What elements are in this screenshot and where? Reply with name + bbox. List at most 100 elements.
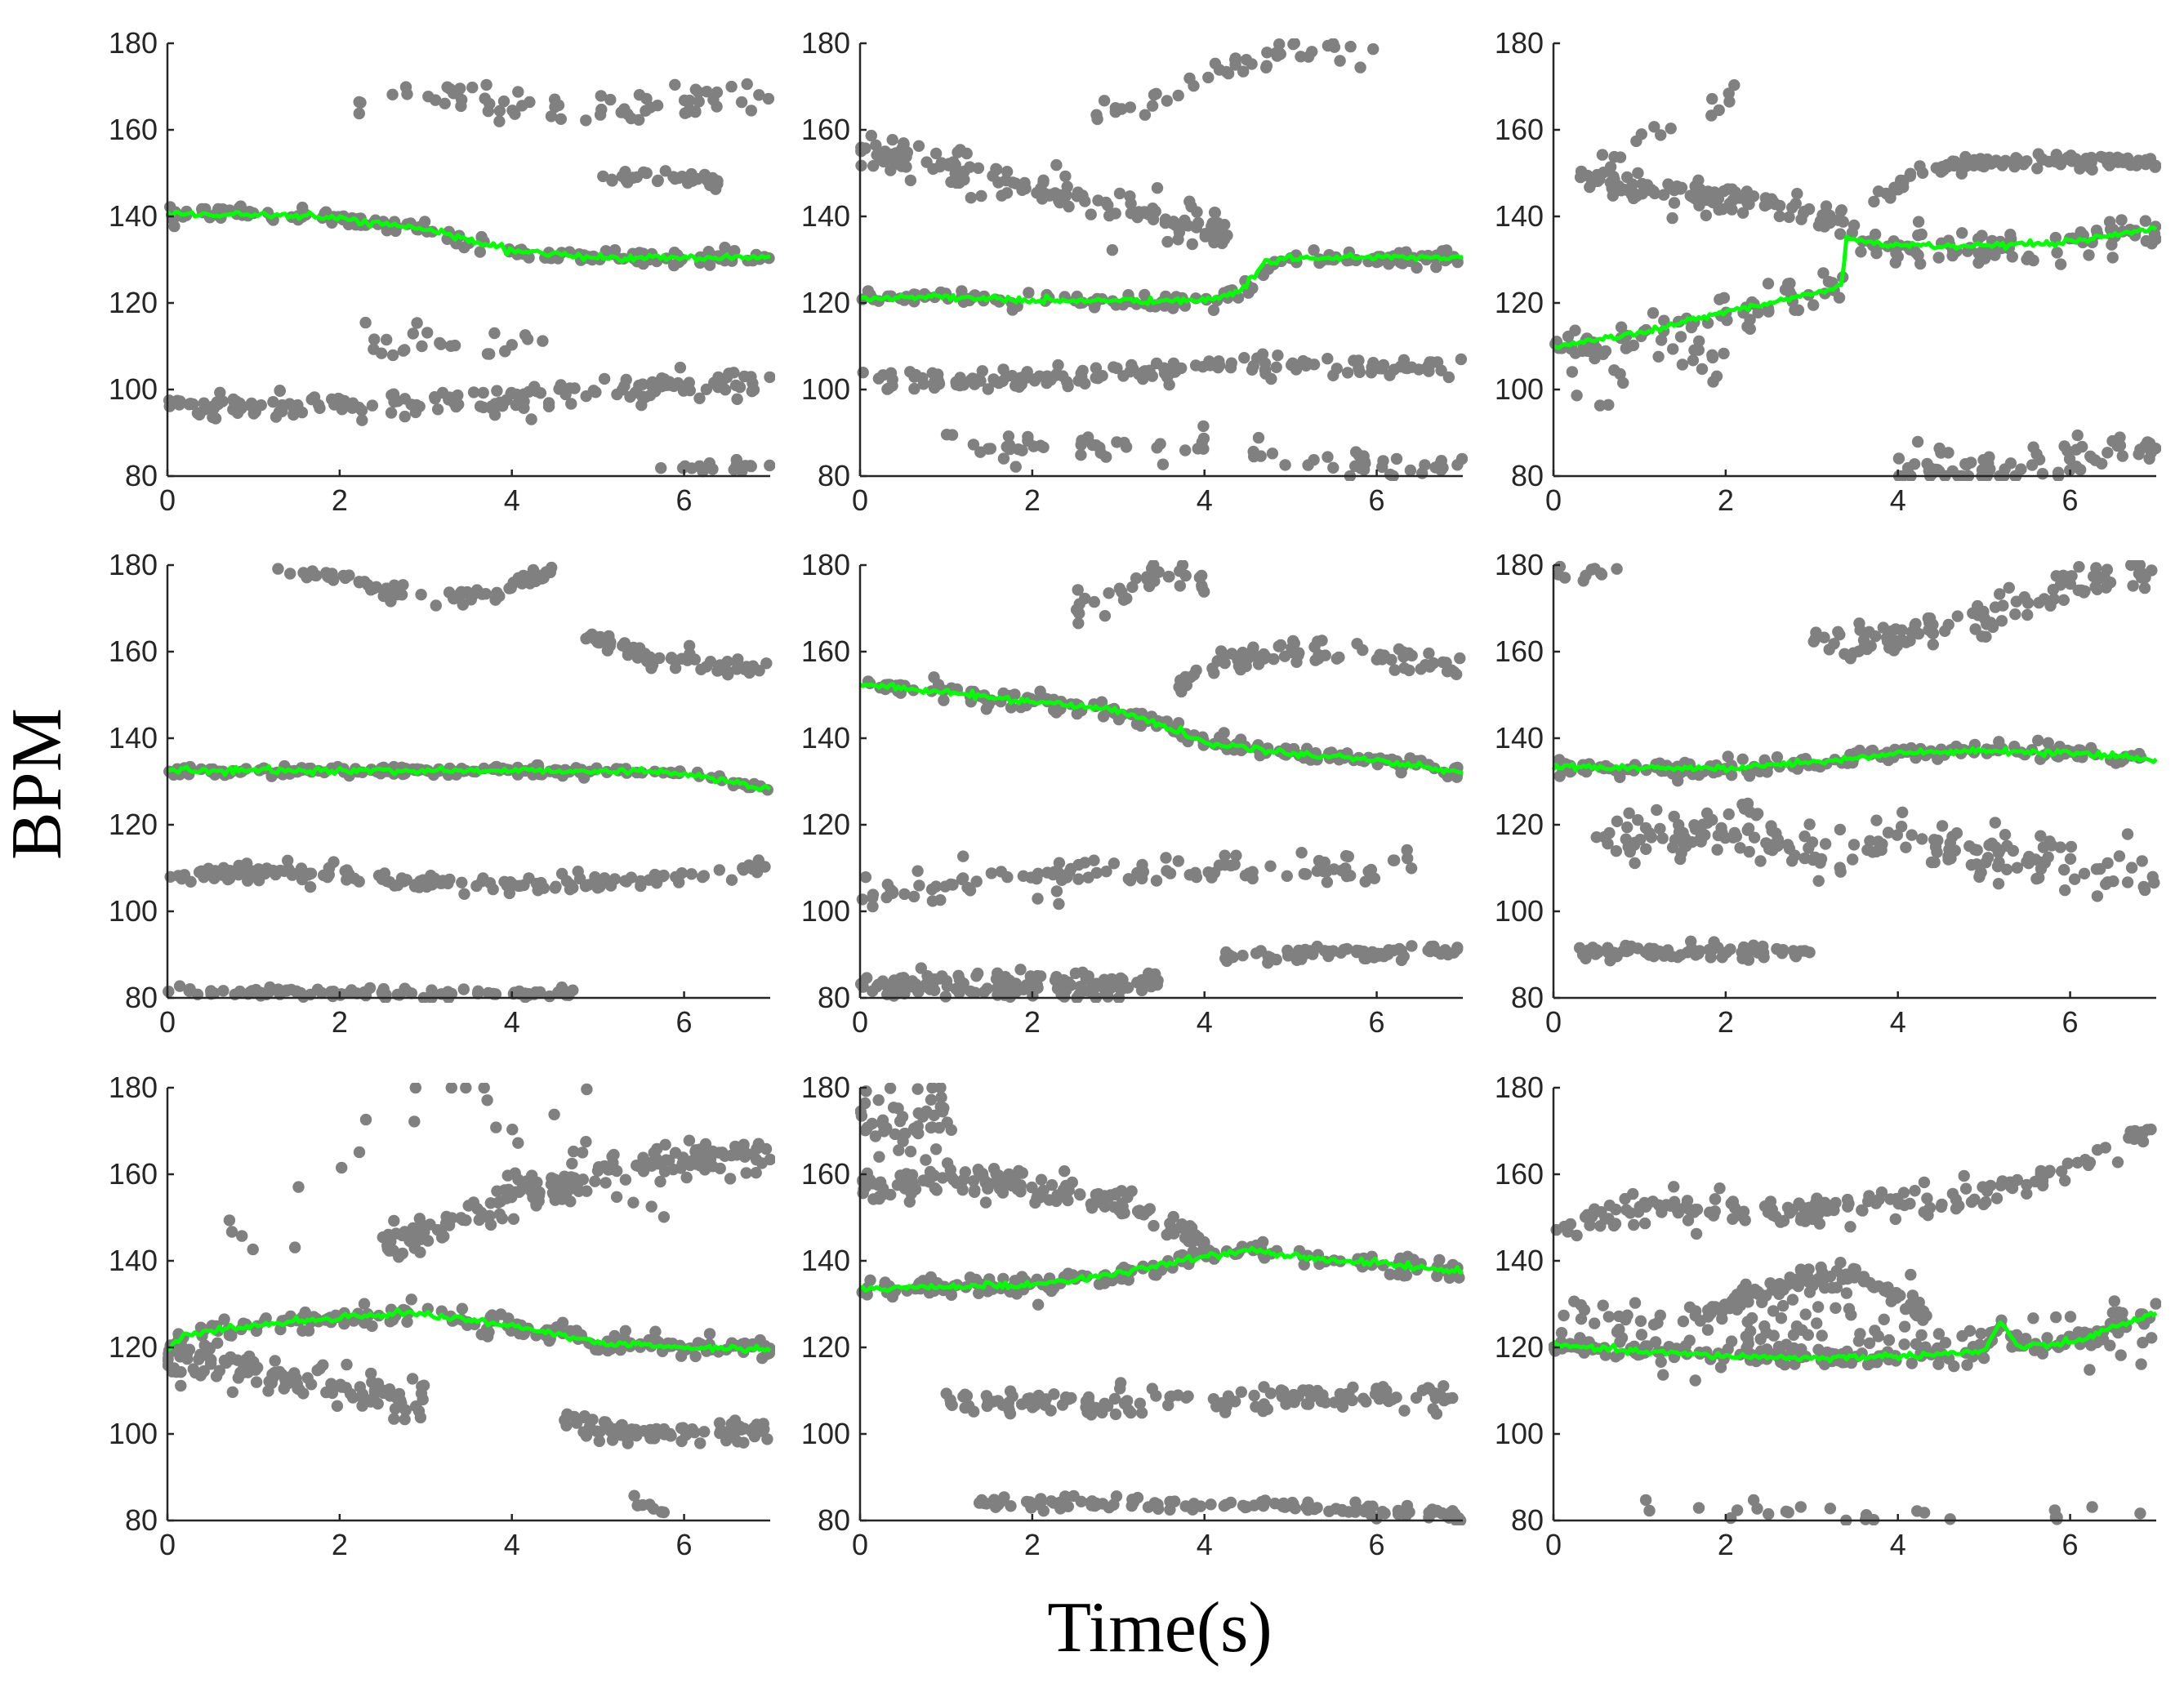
scatter-point	[1246, 58, 1258, 70]
x-tick-label: 0	[852, 1528, 868, 1561]
scatter-point	[1430, 1408, 1443, 1420]
scatter-point	[1255, 945, 1267, 957]
scatter-point	[1164, 1218, 1176, 1230]
scatter-point	[2146, 870, 2159, 884]
scatter-point	[1700, 209, 1712, 221]
scatter-point	[1167, 216, 1180, 228]
scatter-point	[964, 1271, 977, 1284]
scatter-point	[874, 1176, 887, 1188]
scatter-point	[880, 979, 892, 991]
scatter-point	[1927, 639, 1939, 651]
scatter-point	[414, 1246, 426, 1258]
scatter-point	[1016, 444, 1028, 456]
scatter-point	[265, 1377, 278, 1389]
scatter-point	[1647, 307, 1660, 319]
y-tick-label: 160	[1495, 113, 1544, 146]
scatter-point	[368, 333, 381, 345]
scatter-point	[964, 884, 977, 897]
scatter-point	[490, 1121, 502, 1133]
scatter-point	[940, 975, 953, 987]
scatter-point	[1571, 1229, 1583, 1242]
scatter-point	[620, 174, 632, 187]
scatter-point	[901, 146, 914, 158]
scatter-point	[563, 1177, 576, 1190]
scatter-point	[1094, 441, 1106, 454]
scatter-point	[2071, 1156, 2084, 1169]
scatter-point	[244, 986, 256, 999]
scatter-point	[1632, 1206, 1645, 1218]
scatter-point	[1419, 459, 1431, 471]
scatter-point	[1384, 468, 1397, 481]
scatter-point	[1406, 940, 1418, 952]
scatter-point	[209, 412, 222, 425]
scatter-point	[2022, 250, 2035, 263]
scatter-point	[894, 1115, 907, 1128]
scatter-point	[1783, 211, 1795, 224]
scatter-point	[666, 652, 678, 664]
scatter-point	[595, 90, 607, 102]
scatter-point	[225, 1226, 238, 1238]
scatter-point	[507, 1213, 520, 1226]
scatter-point	[1847, 839, 1861, 851]
scatter-point	[579, 880, 592, 893]
scatter-point	[282, 854, 294, 867]
scatter-point	[1167, 357, 1180, 370]
scatter-point	[1188, 669, 1201, 681]
scatter-point	[1770, 827, 1782, 839]
scatter-point	[331, 1400, 344, 1413]
scatter-point	[1099, 1277, 1111, 1289]
scatter-point	[2114, 431, 2126, 443]
y-tick-label: 140	[1495, 721, 1544, 755]
scatter-point	[474, 246, 486, 258]
scatter-point	[1125, 207, 1138, 220]
scatter-point	[1855, 246, 1867, 258]
scatter-point	[2127, 580, 2139, 592]
scatter-point	[1791, 188, 1803, 200]
scatter-point	[399, 1226, 411, 1238]
scatter-point	[1317, 865, 1330, 878]
scatter-point	[953, 176, 965, 189]
scatter-point	[1603, 1200, 1616, 1212]
scatter-points	[163, 78, 775, 478]
scatter-point	[1022, 430, 1034, 443]
scatter-point	[713, 1417, 726, 1429]
scatter-point	[735, 96, 748, 109]
scatter-point	[223, 1214, 236, 1227]
scatter-point	[855, 1110, 868, 1122]
scatter-point	[1972, 233, 1985, 245]
scatter-point	[1921, 457, 1933, 470]
y-tick-label: 160	[109, 1157, 158, 1191]
scatter-point	[652, 870, 664, 883]
scatter-point	[933, 376, 945, 389]
scatter-point	[1658, 314, 1670, 327]
scatter-point	[250, 1325, 263, 1338]
scatter-point	[1116, 585, 1128, 599]
scatter-point	[895, 160, 908, 172]
scatter-point	[1053, 857, 1066, 869]
scatter-point	[297, 567, 310, 579]
scatter-point	[1711, 844, 1723, 856]
scatter-point	[1604, 176, 1617, 189]
scatter-point	[2044, 1164, 2056, 1177]
scatter-point	[913, 879, 925, 892]
scatter-point	[1905, 829, 1918, 841]
scatter-point	[2111, 1156, 2124, 1169]
scatter-point	[857, 981, 869, 993]
scatter-point	[934, 1083, 947, 1094]
scatter-point	[669, 172, 681, 185]
scatter-point	[477, 386, 489, 399]
scatter-point	[1060, 1191, 1072, 1203]
scatter-point	[1118, 1397, 1131, 1410]
scatter-point	[1994, 588, 2006, 600]
scatter-point	[2032, 734, 2044, 746]
scatter-point	[1677, 826, 1689, 839]
scatter-point	[1002, 430, 1015, 443]
scatter-point	[325, 1378, 337, 1390]
scatter-point	[1164, 867, 1177, 879]
scatter-point	[631, 1499, 644, 1512]
scatter-point	[1261, 47, 1273, 59]
scatter-point	[1734, 842, 1746, 854]
